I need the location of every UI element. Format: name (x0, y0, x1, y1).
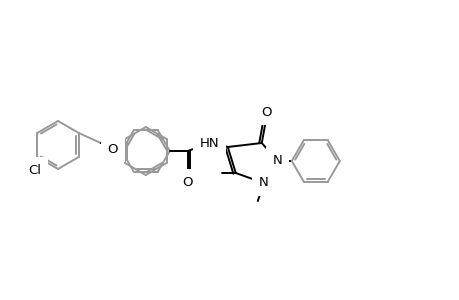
Text: HN: HN (200, 136, 219, 149)
Text: O: O (107, 142, 118, 155)
Text: O: O (182, 176, 193, 188)
Text: N: N (272, 154, 282, 166)
Text: Cl: Cl (28, 164, 42, 176)
Text: N: N (258, 176, 268, 190)
Text: O: O (261, 106, 271, 118)
